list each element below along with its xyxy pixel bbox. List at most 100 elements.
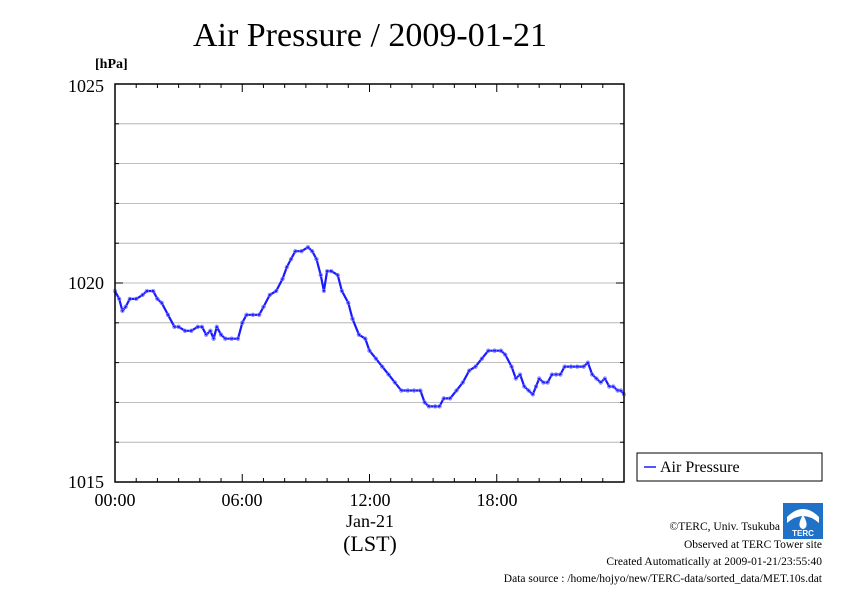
- data-point: [134, 296, 139, 302]
- data-point: [127, 296, 132, 302]
- data-point: [594, 376, 599, 381]
- data-point: [467, 368, 472, 373]
- data-point: [558, 372, 563, 377]
- data-point: [189, 328, 194, 333]
- data-point: [195, 324, 200, 329]
- data-point: [261, 304, 266, 310]
- x-date-label: Jan-21: [346, 511, 394, 531]
- data-point: [329, 268, 334, 274]
- data-point: [386, 372, 391, 377]
- data-point: [585, 360, 591, 365]
- chart-title: Air Pressure / 2009-01-21: [193, 17, 547, 54]
- data-point: [182, 328, 188, 333]
- data-point: [244, 312, 249, 317]
- y-unit-label: [hPa]: [95, 57, 128, 72]
- data-point: [549, 372, 555, 377]
- data-point: [607, 384, 612, 389]
- data-point: [299, 249, 304, 254]
- data-point: [441, 396, 446, 401]
- data-point: [176, 324, 181, 329]
- data-point: [581, 364, 586, 369]
- credit-observed: Observed at TERC Tower site: [683, 539, 822, 551]
- data-point: [426, 404, 432, 409]
- data-point: [208, 328, 213, 333]
- data-point: [568, 364, 574, 369]
- data-point: [314, 256, 319, 262]
- data-point: [288, 256, 294, 262]
- data-point: [479, 356, 485, 361]
- data-point: [318, 272, 323, 278]
- data-point: [553, 372, 559, 377]
- legend-label: Air Pressure: [660, 459, 740, 476]
- data-point: [537, 376, 542, 381]
- data-point: [433, 404, 438, 409]
- data-point: [214, 324, 219, 329]
- y-tick-label-1020: 1020: [68, 273, 104, 293]
- data-point: [562, 364, 567, 369]
- data-point: [280, 276, 285, 282]
- data-point: [199, 324, 205, 329]
- data-point: [321, 288, 327, 294]
- data-point: [155, 296, 160, 302]
- data-point: [229, 336, 234, 341]
- data-point: [335, 272, 340, 278]
- x-tick-label-0600: 06:00: [221, 490, 262, 510]
- data-point: [498, 348, 504, 353]
- data-point: [120, 308, 125, 314]
- data-point: [211, 336, 216, 341]
- data-point: [460, 380, 465, 385]
- data-point: [590, 372, 595, 377]
- data-point: [123, 304, 128, 310]
- data-point: [492, 348, 497, 353]
- data-point: [293, 249, 298, 254]
- y-tick-label-1015: 1015: [68, 472, 104, 492]
- data-point: [172, 324, 177, 329]
- data-point: [284, 264, 289, 270]
- data-point: [509, 364, 514, 369]
- data-point: [545, 380, 550, 385]
- data-point: [257, 312, 262, 317]
- data-point: [392, 380, 398, 385]
- data-point: [418, 388, 423, 393]
- series-line: [114, 246, 625, 408]
- data-point: [380, 364, 385, 369]
- credit-source: Data source : /home/hojyo/new/TERC-data/…: [503, 573, 822, 585]
- axis-ticks: [114, 83, 625, 483]
- data-point: [165, 312, 171, 317]
- data-point: [422, 400, 427, 405]
- data-point: [575, 364, 580, 369]
- data-point: [411, 388, 417, 393]
- data-point: [350, 316, 355, 321]
- data-point: [250, 312, 256, 317]
- data-point: [526, 388, 531, 393]
- data-point: [235, 336, 241, 341]
- data-point: [324, 268, 330, 274]
- data-point: [454, 388, 459, 393]
- data-point: [611, 384, 616, 389]
- data-point: [405, 388, 410, 393]
- data-point: [503, 352, 508, 357]
- data-point: [522, 384, 527, 389]
- data-point: [339, 288, 345, 294]
- data-point: [363, 336, 368, 341]
- x-tick-label-1800: 18:00: [476, 490, 517, 510]
- data-point: [159, 300, 164, 306]
- data-point: [615, 388, 620, 393]
- data-point: [140, 292, 145, 298]
- data-point: [437, 404, 442, 409]
- data-point: [310, 249, 315, 254]
- data-point: [267, 292, 272, 298]
- data-point: [218, 332, 224, 337]
- y-tick-label-1025: 1025: [68, 76, 104, 96]
- legend: Air Pressure: [636, 452, 823, 482]
- data-point: [204, 332, 209, 337]
- data-point: [240, 320, 245, 325]
- data-point: [144, 288, 149, 294]
- x-tick-label-1200: 12:00: [349, 490, 390, 510]
- data-point: [117, 296, 122, 302]
- gridlines: [115, 123, 624, 443]
- credit-copyright: ©TERC, Univ. Tsukuba: [669, 521, 780, 533]
- data-point: [486, 348, 491, 353]
- data-point: [346, 300, 351, 306]
- data-point: [513, 376, 518, 381]
